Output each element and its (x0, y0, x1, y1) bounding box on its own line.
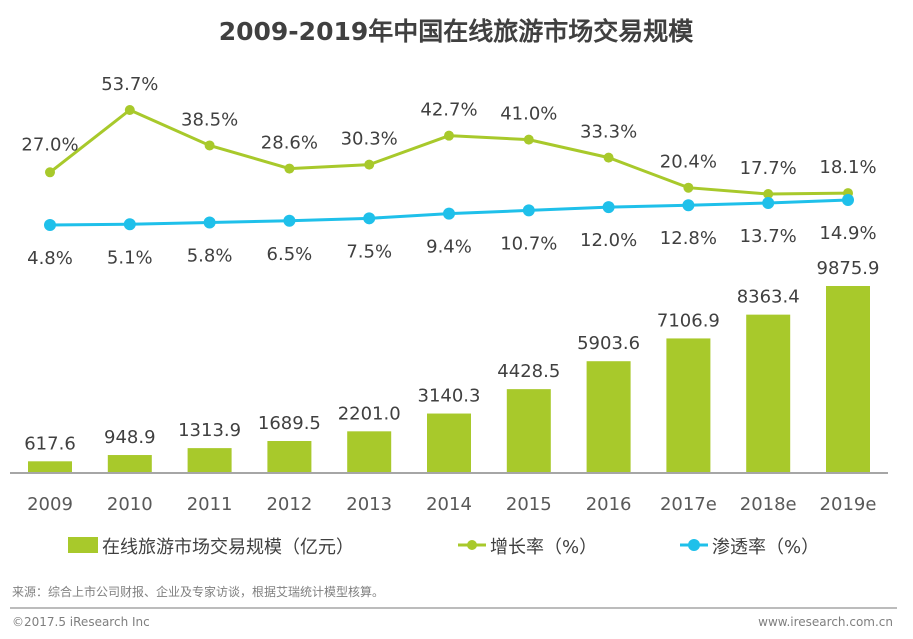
bar-value-label: 3140.3 (418, 386, 481, 407)
bar-2017e (666, 338, 711, 473)
growth-value-label: 27.0% (21, 134, 78, 155)
bar-2016 (586, 361, 631, 473)
growth-value-label: 18.1% (819, 157, 876, 178)
bar-value-label: 2201.0 (338, 403, 401, 424)
legend-bar-label: 在线旅游市场交易规模（亿元） (102, 537, 354, 558)
source-note: 来源：综合上市公司财报、企业及专家访谈，根据艾瑞统计模型核算。 (12, 584, 384, 599)
penetration-point (762, 196, 775, 209)
bar-2013 (347, 431, 392, 473)
x-tick-label: 2016 (586, 494, 632, 515)
penetration-value-label: 12.0% (580, 230, 637, 251)
x-tick-label: 2015 (506, 494, 552, 515)
penetration-value-label: 12.8% (660, 228, 717, 249)
bar-value-label: 8363.4 (737, 287, 800, 308)
bar-value-label: 5903.6 (577, 333, 640, 354)
growth-point (284, 163, 295, 174)
penetration-value-label: 14.9% (819, 223, 876, 244)
growth-point (763, 189, 774, 199)
bar-value-label: 4428.5 (497, 361, 560, 382)
penetration-point (363, 212, 376, 225)
growth-value-label: 33.3% (580, 122, 637, 143)
penetration-line-series: 4.8% 5.1% 5.8% 6.5% 7.5% 9.4% 10.7% 12.0% 12.8% 1… (27, 194, 877, 269)
growth-value-label: 38.5% (181, 109, 238, 130)
growth-value-label: 28.6% (261, 133, 318, 154)
growth-point (683, 182, 694, 193)
growth-value-label: 41.0% (500, 104, 557, 125)
growth-point (364, 159, 375, 170)
bar-value-label: 617.6 (24, 433, 76, 454)
penetration-value-label: 6.5% (267, 244, 313, 265)
bar-2012 (267, 441, 312, 473)
legend-bar-swatch (68, 537, 98, 553)
growth-point (523, 134, 534, 145)
growth-value-label: 42.7% (420, 100, 477, 121)
penetration-point (203, 216, 216, 229)
penetration-point (682, 199, 695, 212)
x-tick-label: 2010 (107, 494, 153, 515)
x-tick-label: 2013 (346, 494, 392, 515)
penetration-point (522, 204, 535, 217)
growth-point (444, 130, 454, 141)
bar-2011 (187, 448, 232, 473)
penetration-value-label: 4.8% (27, 248, 73, 269)
growth-point (124, 105, 135, 115)
bar-value-label: 9875.9 (817, 258, 880, 279)
growth-value-label: 30.3% (341, 129, 398, 150)
bar-value-label: 1689.5 (258, 413, 321, 434)
legend-penetration-marker (688, 539, 700, 551)
penetration-point (443, 207, 455, 220)
penetration-value-label: 5.1% (107, 247, 153, 268)
bar-series: 617.6 948.9 1313.9 1689.5 2201.0 3140.3 4428.5… (24, 258, 879, 473)
chart-title: 2009-2019年中国在线旅游市场交易规模 (219, 17, 695, 46)
x-tick-label: 2012 (266, 494, 312, 515)
bar-value-label: 948.9 (104, 427, 156, 448)
penetration-point (283, 214, 296, 227)
penetration-value-label: 5.8% (187, 246, 233, 267)
growth-value-label: 17.7% (740, 158, 797, 179)
penetration-point (123, 218, 136, 231)
growth-point (45, 167, 55, 178)
bar-2015 (506, 389, 551, 473)
legend-growth-marker (467, 540, 477, 550)
x-tick-label: 2011 (187, 494, 233, 515)
legend: 在线旅游市场交易规模（亿元） 增长率（%） 渗透率（%） (68, 537, 819, 558)
bar-2014 (427, 413, 471, 473)
bar-2010 (107, 455, 152, 473)
x-tick-label: 2019e (820, 494, 877, 515)
penetration-point (842, 194, 854, 206)
penetration-value-label: 10.7% (500, 233, 557, 254)
bar-2018e (746, 314, 791, 473)
growth-line (49, 108, 849, 196)
x-tick-label: 2017e (660, 494, 717, 515)
x-tick-label: 2014 (426, 494, 472, 515)
penetration-value-label: 7.5% (346, 241, 392, 262)
legend-growth-label: 增长率（%） (490, 537, 597, 558)
bar-value-label: 1313.9 (178, 420, 241, 441)
website: www.iresearch.com.cn (758, 615, 893, 629)
growth-value-label: 20.4% (660, 152, 717, 173)
copyright: ©2017.5 iResearch Inc (12, 615, 150, 629)
growth-value-label: 53.7% (101, 74, 158, 95)
bar-2019e (826, 286, 870, 473)
bar-2009 (28, 461, 72, 473)
growth-point (603, 152, 614, 163)
growth-point (204, 140, 215, 151)
x-axis-ticks: 2009 2010 2011 2012 2013 2014 2015 2016 2017e 201… (27, 494, 876, 515)
penetration-value-label: 13.7% (740, 226, 797, 247)
growth-line-series: 27.0% 53.7% 38.5% 28.6% 30.3% 42.7% 41.0% 33.3%… (21, 74, 877, 199)
legend-penetration-label: 渗透率（%） (712, 537, 819, 558)
x-tick-label: 2009 (27, 494, 73, 515)
penetration-value-label: 9.4% (426, 237, 472, 258)
x-tick-label: 2018e (740, 494, 797, 515)
penetration-point (44, 219, 56, 231)
penetration-point (602, 201, 615, 214)
bar-value-label: 7106.9 (657, 310, 720, 331)
